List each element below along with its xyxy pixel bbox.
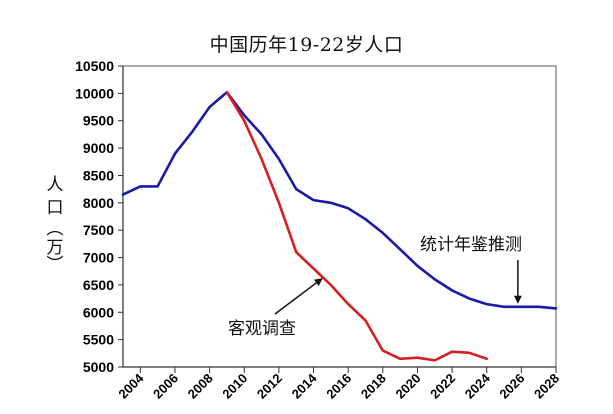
y-tick-label: 6000 <box>83 304 114 320</box>
y-tick-label: 10500 <box>75 58 114 74</box>
y-tick-label: 10000 <box>75 85 114 101</box>
y-axis-label-char: 口 <box>47 198 64 218</box>
y-tick-label: 7000 <box>83 250 114 266</box>
series-line-survey <box>225 91 489 362</box>
y-axis-label-char: 人 <box>47 175 64 195</box>
y-tick-label: 9500 <box>83 113 114 129</box>
x-axis-ticks: 2004 2006 2008 2010 2012 2014 2016 2018 2020 2022… <box>115 370 562 402</box>
chart-title: 中国历年19-22岁人口 <box>209 34 404 56</box>
annotation-yearbook-label: 统计年鉴推测 <box>420 235 522 255</box>
data-series <box>121 91 558 362</box>
x-tick-label: 2008 <box>185 371 216 402</box>
x-tick-label: 2006 <box>150 371 181 402</box>
x-tick-label: 2022 <box>427 371 458 402</box>
y-axis-ticks: 5000 5500 6000 6500 7000 7500 8000 8500 9000 9500… <box>75 58 114 375</box>
x-tick-label: 2004 <box>115 370 147 402</box>
x-tick-label: 2012 <box>254 371 285 402</box>
x-tick-label: 2010 <box>219 371 250 402</box>
y-tick-label: 9000 <box>83 140 114 156</box>
series-line-yearbook-projection <box>121 91 558 310</box>
x-tick-label: 2016 <box>323 371 354 402</box>
axes <box>118 65 557 373</box>
y-axis-label-char: 万 <box>47 238 64 258</box>
plot-area <box>122 65 557 368</box>
x-tick-label: 2026 <box>496 371 527 402</box>
y-tick-label: 6500 <box>83 277 114 293</box>
y-tick-label: 8500 <box>83 167 114 183</box>
y-axis-label: 人口︵万︶ <box>47 175 64 275</box>
x-tick-label: 2018 <box>358 371 389 402</box>
y-tick-label: 5500 <box>83 332 114 348</box>
x-tick-label: 2024 <box>462 370 494 402</box>
x-tick-label: 2020 <box>393 371 424 402</box>
y-axis-label-char: ︶ <box>47 255 64 275</box>
annotation-arrow-icon <box>274 278 323 315</box>
annotation-survey-label: 客观调查 <box>228 319 296 339</box>
y-axis-label-char: ︵ <box>47 219 64 239</box>
y-tick-label: 5000 <box>83 359 114 375</box>
y-tick-label: 7500 <box>83 222 114 238</box>
y-tick-label: 8000 <box>83 195 114 211</box>
x-tick-label: 2014 <box>289 370 321 402</box>
x-tick-label: 2028 <box>531 371 562 402</box>
